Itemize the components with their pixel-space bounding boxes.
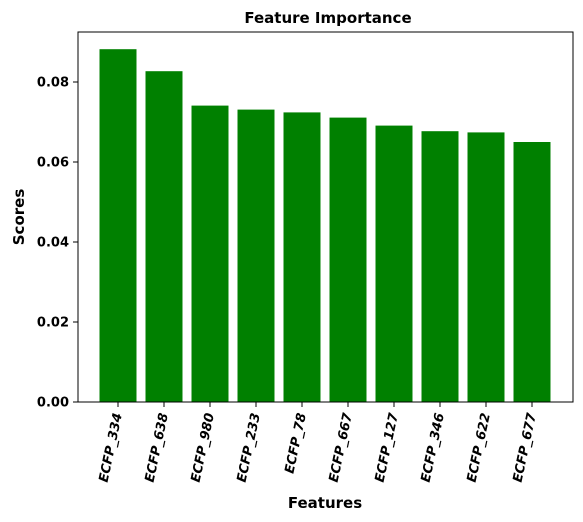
x-tick-label: ECFP_334 (97, 412, 126, 484)
x-tick-label: ECFP_127 (373, 411, 403, 484)
y-tick-label: 0.08 (37, 76, 69, 91)
bar-ecfp-667 (329, 117, 367, 402)
chart-title: Feature Importance (244, 9, 411, 27)
plot-frame (77, 31, 574, 403)
bars-group (99, 49, 551, 403)
y-axis-label: Scores (10, 189, 28, 246)
y-tick-label: 0.02 (37, 316, 69, 331)
x-tick-label: ECFP_622 (465, 412, 494, 484)
y-ticks-group: 0.00 0.02 0.04 0.06 0.08 (37, 76, 78, 411)
x-tick-label: ECFP_980 (189, 412, 218, 484)
x-tick-label: ECFP_346 (419, 412, 448, 484)
bar-ecfp-127 (375, 125, 413, 402)
bar-ecfp-346 (421, 131, 459, 402)
bar-ecfp-78 (283, 112, 321, 403)
y-tick-label: 0.04 (37, 236, 69, 251)
bar-ecfp-622 (467, 132, 505, 402)
x-tick-label: ECFP_78 (282, 412, 309, 475)
x-tick-label: ECFP_233 (235, 412, 264, 484)
x-tick-label: ECFP_667 (327, 411, 357, 484)
x-tick-label: ECFP_638 (143, 412, 172, 484)
bar-ecfp-677 (513, 142, 551, 402)
x-axis-label: Features (288, 494, 362, 512)
bar-ecfp-638 (145, 71, 183, 402)
x-tick-label: ECFP_677 (511, 411, 541, 484)
x-ticks-group: ECFP_334 ECFP_638 ECFP_980 ECFP_233 ECFP_78 E… (97, 402, 541, 484)
y-tick-label: 0.06 (37, 156, 69, 171)
bar-ecfp-980 (191, 105, 229, 402)
y-tick-label: 0.00 (37, 396, 69, 411)
bar-ecfp-233 (237, 109, 275, 402)
bar-ecfp-334 (99, 49, 137, 402)
